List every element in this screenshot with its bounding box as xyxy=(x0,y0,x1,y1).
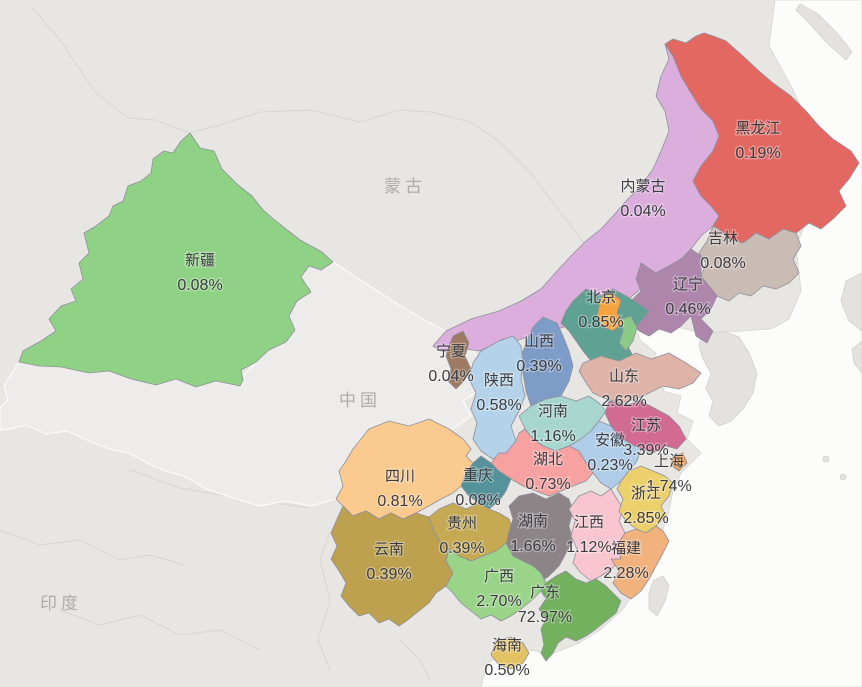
country-label-india: 印度 xyxy=(40,594,82,613)
province-shandong[interactable] xyxy=(578,352,702,404)
province-guangdong[interactable] xyxy=(538,570,622,662)
province-value-label-yunnan: 0.39% xyxy=(366,566,411,583)
province-name-label-guangdong: 广东 xyxy=(530,584,560,601)
province-name-label-shandong: 山东 xyxy=(609,368,639,385)
province-name-label-hubei: 湖北 xyxy=(533,451,563,468)
province-value-label-chongqing: 0.08% xyxy=(455,492,500,509)
province-value-label-anhui: 0.23% xyxy=(587,457,632,474)
province-name-label-zhejiang: 浙江 xyxy=(631,485,661,502)
province-name-label-hainan: 海南 xyxy=(492,637,522,654)
province-value-label-shanxi: 0.39% xyxy=(516,358,561,375)
province-shanghai[interactable] xyxy=(670,452,688,472)
country-label-china: 中国 xyxy=(339,391,381,410)
province-name-label-guangxi: 广西 xyxy=(484,568,514,585)
province-jilin[interactable] xyxy=(698,225,802,302)
province-xinjiang[interactable] xyxy=(18,132,334,388)
province-name-label-henan: 河南 xyxy=(538,403,568,420)
province-value-label-shaanxi: 0.58% xyxy=(476,397,521,414)
province-value-label-guizhou: 0.39% xyxy=(439,540,484,557)
province-name-label-shanxi: 山西 xyxy=(524,333,554,350)
province-value-label-jiangxi: 1.12% xyxy=(566,539,611,556)
province-name-label-hunan: 湖南 xyxy=(518,513,548,530)
foreign-borders xyxy=(0,7,589,681)
province-value-label-beijing: 0.85% xyxy=(578,314,623,331)
province-name-label-yunnan: 云南 xyxy=(374,541,404,558)
province-value-label-xinjiang: 0.08% xyxy=(177,277,222,294)
province-hubei[interactable] xyxy=(490,428,594,497)
province-value-label-fujian: 2.28% xyxy=(603,565,648,582)
province-tianjin[interactable] xyxy=(618,315,638,352)
province-value-label-jilin: 0.08% xyxy=(700,255,745,272)
province-name-label-fujian: 福建 xyxy=(611,540,641,557)
taiwan-island xyxy=(648,575,670,617)
province-fujian[interactable] xyxy=(610,525,670,600)
province-value-label-henan: 1.16% xyxy=(530,428,575,445)
sakhalin-island xyxy=(795,3,853,61)
province-name-label-ningxia: 宁夏 xyxy=(436,343,466,360)
province-value-label-neimenggu: 0.04% xyxy=(620,203,665,220)
province-name-label-heilongjiang: 黑龙江 xyxy=(735,120,780,137)
province-name-label-jiangsu: 江苏 xyxy=(631,417,661,434)
offshore-islands xyxy=(648,3,862,617)
province-guangxi[interactable] xyxy=(445,542,547,622)
province-name-label-liaoning: 辽宁 xyxy=(673,276,703,293)
ryukyu-islet-2 xyxy=(839,473,847,481)
province-name-label-chongqing: 重庆 xyxy=(463,467,493,484)
provinces xyxy=(18,32,860,670)
province-value-label-guangdong: 72.97% xyxy=(518,609,572,626)
province-name-label-neimenggu: 内蒙古 xyxy=(620,178,665,195)
province-value-label-shanghai: 1.74% xyxy=(646,478,691,495)
province-value-label-guangxi: 2.70% xyxy=(476,593,521,610)
province-hainan[interactable] xyxy=(490,636,530,670)
province-value-label-shandong: 2.62% xyxy=(601,393,646,410)
province-beijing[interactable] xyxy=(596,292,624,332)
province-ningxia[interactable] xyxy=(445,330,472,390)
province-value-label-hainan: 0.50% xyxy=(484,662,529,679)
province-labels: 新疆 0.08% 黑龙江 0.19% 内蒙古 0.04% 吉林 0.08% 辽宁 0.46% 北京 0… xyxy=(176,119,782,681)
province-name-label-sichuan: 四川 xyxy=(385,468,415,485)
province-value-label-ningxia: 0.04% xyxy=(428,368,473,385)
province-name-label-jilin: 吉林 xyxy=(708,230,738,247)
province-name-label-jiangxi: 江西 xyxy=(574,514,604,531)
province-name-label-shaanxi: 陕西 xyxy=(484,372,514,389)
japan-land-1 xyxy=(840,272,862,332)
province-yunnan[interactable] xyxy=(330,505,454,627)
province-name-label-guizhou: 贵州 xyxy=(447,515,477,532)
province-value-label-sichuan: 0.81% xyxy=(377,493,422,510)
ryukyu-islet-1 xyxy=(822,455,830,463)
province-value-label-jiangsu: 3.39% xyxy=(623,442,668,459)
country-label-mongolia: 蒙古 xyxy=(384,177,426,196)
province-name-label-beijing: 北京 xyxy=(586,289,616,306)
province-name-label-anhui: 安徽 xyxy=(595,432,625,449)
province-value-label-zhejiang: 2.85% xyxy=(623,510,668,527)
japan-land-2 xyxy=(851,340,862,374)
korea-peninsula xyxy=(698,330,758,427)
province-name-label-xinjiang: 新疆 xyxy=(185,252,215,269)
province-value-label-heilongjiang: 0.19% xyxy=(735,145,780,162)
province-value-label-hubei: 0.73% xyxy=(525,476,570,493)
province-sichuan[interactable] xyxy=(335,418,474,520)
province-value-label-liaoning: 0.46% xyxy=(665,301,710,318)
province-value-label-hunan: 1.66% xyxy=(510,538,555,555)
province-name-label-shanghai: 上海 xyxy=(654,453,684,470)
